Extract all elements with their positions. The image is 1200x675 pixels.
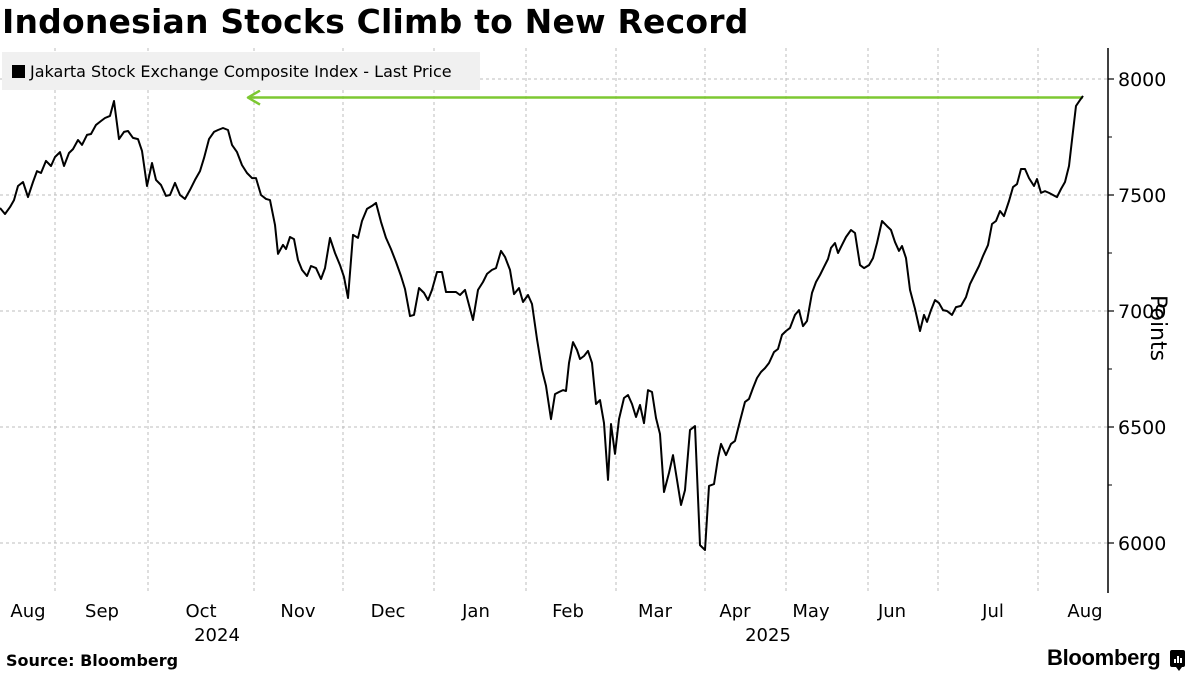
- x-tick-label: Feb: [552, 601, 584, 622]
- brand-name: Bloomberg: [1047, 645, 1161, 670]
- chart-title: Indonesian Stocks Climb to New Record: [2, 2, 749, 41]
- x-tick-label: Apr: [719, 601, 751, 622]
- gridlines: [0, 48, 1108, 593]
- index-price-line: [0, 95, 1084, 551]
- x-tick-label: Aug: [10, 601, 45, 622]
- legend: Jakarta Stock Exchange Composite Index -…: [2, 52, 480, 90]
- bloomberg-logo: Bloomberg: [1047, 645, 1186, 671]
- source-note: Source: Bloomberg: [6, 651, 179, 670]
- bloomberg-chart-icon: [1170, 649, 1186, 671]
- x-tick-label: Aug: [1067, 601, 1102, 622]
- y-tick-label: 6000: [1118, 533, 1166, 555]
- x-tick-label: Jan: [461, 601, 490, 622]
- legend-swatch-icon: [12, 64, 25, 78]
- y-tick-label: 6500: [1118, 417, 1166, 439]
- x-tick-label: Sep: [85, 601, 119, 622]
- record-arrow-annotation: [246, 89, 1083, 106]
- x-tick-label: Jul: [981, 601, 1004, 622]
- x-tick-label: Mar: [638, 601, 673, 622]
- y-tick-label: 8000: [1118, 69, 1166, 91]
- x-tick-label: Oct: [185, 601, 216, 622]
- y-axis: 6000 6500 7000 7500 8000: [1107, 48, 1166, 593]
- year-label: 2024: [194, 625, 240, 646]
- y-tick-label: 7500: [1118, 185, 1166, 207]
- x-tick-label: May: [792, 601, 830, 622]
- legend-label: Jakarta Stock Exchange Composite Index -…: [30, 61, 452, 81]
- x-tick-label: Jun: [877, 601, 906, 622]
- x-axis: Aug Sep Oct Nov Dec Jan Feb Mar Apr May Jun Jul Aug 2…: [10, 601, 1102, 646]
- x-tick-label: Dec: [371, 601, 406, 622]
- year-label: 2025: [745, 625, 791, 646]
- x-tick-label: Nov: [280, 601, 315, 622]
- y-tick-label: 7000: [1118, 301, 1166, 323]
